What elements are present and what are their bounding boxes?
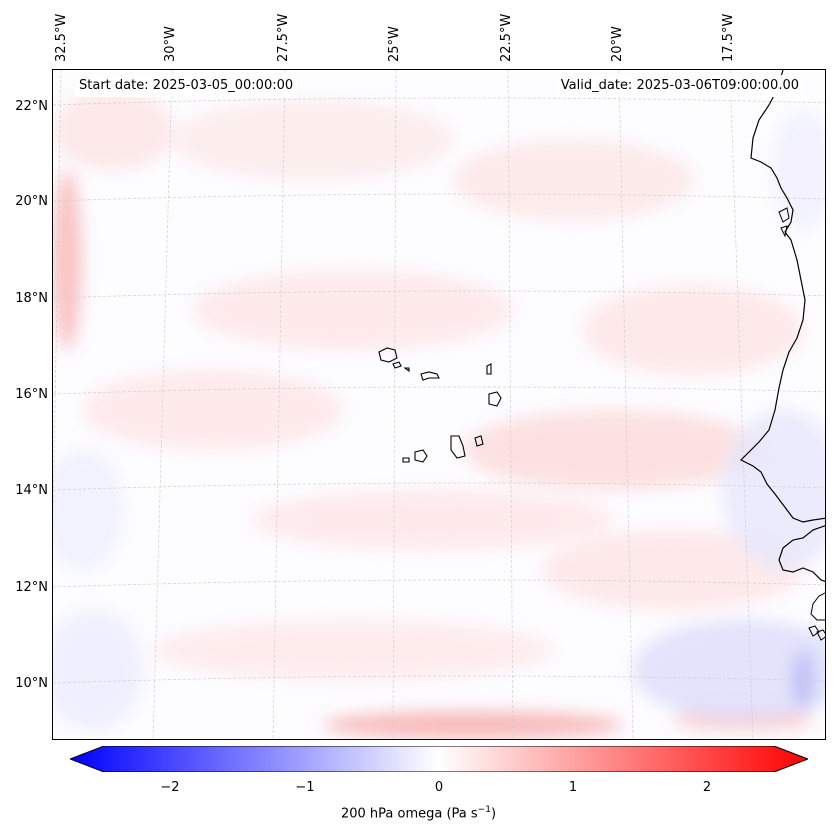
island-boa-vista [488, 391, 502, 407]
colorbar-title: 200 hPa omega (Pa s−1) [0, 805, 837, 821]
island-santa-luzia [403, 367, 410, 373]
colorbar [70, 746, 808, 772]
bijagos-coast [810, 592, 825, 621]
africa-coastline [739, 70, 825, 523]
map-panel[interactable]: Start date: 2025-03-05_00:00:00 Valid_da… [52, 69, 826, 740]
colorbar-title-exponent: −1 [477, 805, 491, 815]
parallel-16n [53, 386, 825, 395]
lon-label-17.5w: 17.5°W [721, 13, 736, 62]
colorbar-ramp [70, 746, 808, 772]
omega-shading [53, 90, 825, 739]
lat-label-18n: 18°N [15, 291, 48, 306]
lat-label-10n: 10°N [15, 676, 48, 691]
colorbar-title-main: 200 hPa omega (Pa s [340, 806, 478, 822]
lat-label-22n: 22°N [15, 99, 48, 114]
parallel-12n [53, 579, 825, 588]
coast-islands-south [808, 625, 825, 641]
meridian-27.5w [272, 70, 286, 739]
valid-date-label: Valid_date: 2025-03-06T09:00:00.00 [556, 75, 803, 97]
colorbar-tick-0: 0 [434, 780, 444, 795]
parallel-10n [53, 675, 825, 684]
colorbar-tick-neg2: −2 [160, 780, 180, 795]
lon-label-25w: 25°W [387, 26, 402, 62]
parallel-14n [53, 482, 825, 491]
start-date-label: Start date: 2025-03-05_00:00:00 [75, 75, 298, 97]
lat-label-14n: 14°N [15, 483, 48, 498]
africa-coastline-south [778, 525, 825, 582]
meridian-17.5w [729, 70, 754, 739]
lon-label-30w: 30°W [163, 26, 178, 62]
island-sao-vicente [392, 361, 402, 369]
lon-label-32.5w: 32.5°W [54, 13, 69, 62]
island-santiago [450, 435, 466, 459]
parallel-22n [53, 97, 825, 106]
lon-label-27.5w: 27.5°W [276, 13, 291, 62]
meridian-32.5w [53, 70, 62, 537]
meridian-25w [392, 70, 397, 739]
colorbar-tick-neg1: −1 [295, 780, 315, 795]
meridian-20w [618, 70, 634, 739]
meridian-22.5w [507, 70, 514, 739]
island-sal [486, 363, 492, 375]
lat-label-16n: 16°N [15, 387, 48, 402]
senegal-islands [778, 207, 790, 238]
omega-field-map [53, 70, 825, 739]
island-fogo [414, 449, 428, 463]
cape-verde-islands [378, 347, 502, 463]
colorbar-tick-1: 1 [568, 780, 578, 795]
island-santo-antao [378, 347, 398, 363]
parallel-18n [53, 290, 825, 299]
island-maio [474, 435, 484, 447]
lat-label-12n: 12°N [15, 580, 48, 595]
lon-label-22.5w: 22.5°W [499, 13, 514, 62]
island-brava [402, 457, 410, 463]
island-sao-nicolau [420, 371, 440, 381]
lon-label-20w: 20°W [610, 26, 625, 62]
colorbar-tick-2: 2 [702, 780, 712, 795]
graticule [53, 70, 825, 739]
colorbar-title-close: ) [490, 806, 497, 822]
meridian-30w [152, 70, 173, 739]
lat-label-20n: 20°N [15, 194, 48, 209]
parallel-20n [53, 193, 825, 202]
